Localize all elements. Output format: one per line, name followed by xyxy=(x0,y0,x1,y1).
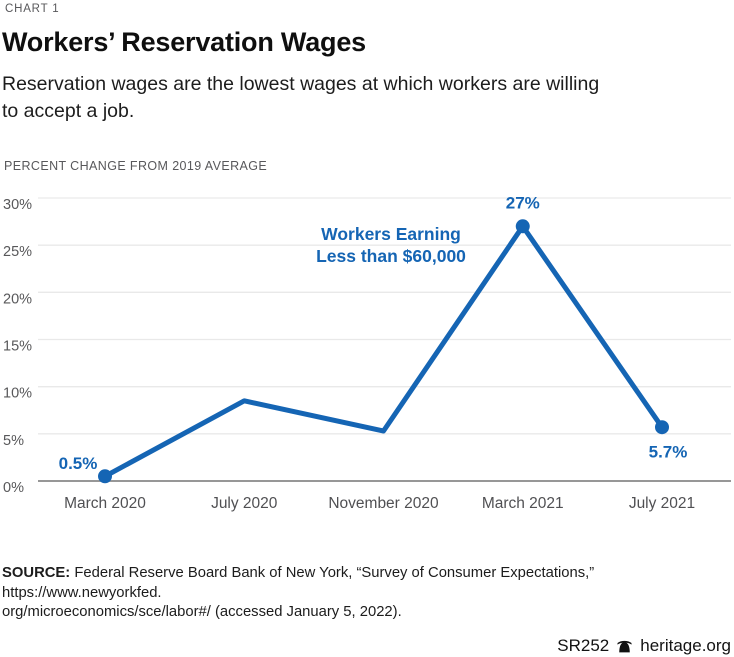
subtitle-line-1: Reservation wages are the lowest wages a… xyxy=(2,73,600,95)
x-tick-label: July 2021 xyxy=(629,495,695,512)
data-point-label: 5.7% xyxy=(649,443,688,462)
chart-subtitle: Reservation wages are the lowest wages a… xyxy=(2,71,599,125)
report-id: SR252 xyxy=(557,636,610,655)
data-point xyxy=(98,469,112,484)
subtitle-line-2: to accept a job. xyxy=(2,100,135,122)
chart-number: CHART 1 xyxy=(5,3,60,15)
data-point xyxy=(655,420,669,435)
axis-unit-label: PERCENT CHANGE FROM 2019 AVERAGE xyxy=(4,159,268,173)
y-tick-label: 5% xyxy=(3,433,24,449)
data-point xyxy=(515,219,530,234)
y-tick-label: 0% xyxy=(3,480,24,496)
y-tick-label: 30% xyxy=(3,197,32,213)
x-tick-label: July 2020 xyxy=(211,495,278,512)
series-annotation: Workers Earning xyxy=(321,224,461,244)
series-annotation: Less than $60,000 xyxy=(316,246,466,266)
y-tick-label: 10% xyxy=(3,386,32,402)
source-line-2: org/microeconomics/sce/labor#/ (accessed… xyxy=(2,604,402,620)
site-name: heritage.org xyxy=(640,636,731,655)
y-tick-label: 20% xyxy=(3,291,32,307)
source-note: SOURCE: Federal Reserve Board Bank of Ne… xyxy=(2,564,730,623)
source-label: SOURCE: xyxy=(2,565,71,581)
data-point-label: 0.5% xyxy=(59,454,98,473)
data-line xyxy=(102,223,665,479)
y-tick-label: 15% xyxy=(3,339,32,355)
heritage-logo-icon xyxy=(617,640,632,653)
chart-title: Workers’ Reservation Wages xyxy=(2,27,366,57)
source-line-1: Federal Reserve Board Bank of New York, … xyxy=(2,565,595,601)
x-tick-label: November 2020 xyxy=(328,495,439,512)
x-tick-label: March 2021 xyxy=(482,495,564,512)
brand-row: SR252 heritage.org xyxy=(557,636,731,656)
y-tick-label: 25% xyxy=(3,244,32,260)
x-tick-label: March 2020 xyxy=(64,495,146,512)
data-point-label: 27% xyxy=(506,193,540,212)
chart-svg: 0% 5% 10% 15% 20% 25% 30% March 2020 July 2020 No… xyxy=(3,193,731,512)
